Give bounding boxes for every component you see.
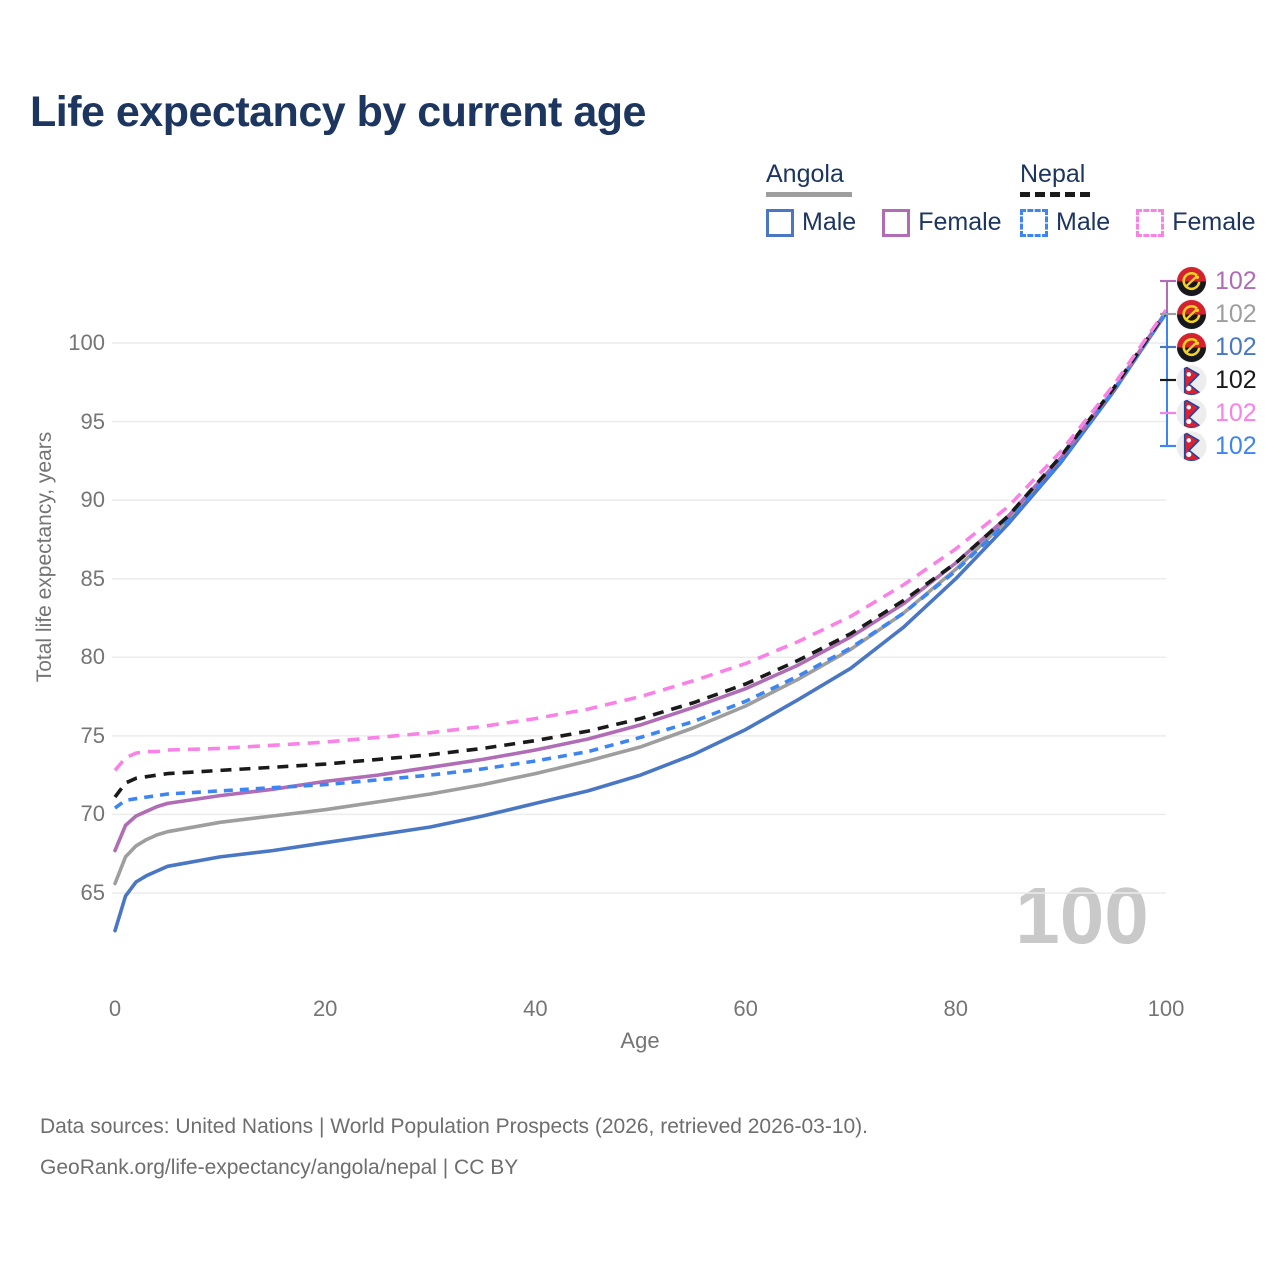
end-value: 102 (1215, 431, 1257, 460)
plot-area[interactable] (112, 296, 1166, 940)
y-tick-label-65: 65 (80, 880, 105, 905)
legend-item-label: Female (1172, 208, 1256, 236)
angola-flag-icon (1176, 331, 1207, 363)
y-tick-label-95: 95 (80, 408, 105, 434)
attribution-text: GeoRank.org/life-expectancy/angola/nepal… (40, 1156, 519, 1179)
x-tick-label-20: 20 (312, 996, 338, 1021)
end-label-angola-female: 102 (1176, 265, 1257, 297)
end-label-nepal-male: 102 (1176, 430, 1257, 462)
hover-age-watermark: 100 (1015, 870, 1148, 962)
series-line-nepal-female (113, 308, 1168, 772)
end-label-angola-both-sexes: 102 (1176, 298, 1257, 330)
end-label-nepal-both-sexes: 102 (1176, 364, 1257, 396)
nepal-flag-icon (1176, 430, 1207, 462)
y-tick-label-70: 70 (80, 801, 105, 827)
end-value: 102 (1215, 266, 1257, 295)
angola-flag-icon (1176, 298, 1207, 330)
legend-item-label: Female (918, 208, 1002, 236)
y-tick-label-85: 85 (80, 565, 105, 591)
footer: Data sources: United Nations | World Pop… (40, 1106, 868, 1188)
nepal-flag-icon (1176, 364, 1207, 396)
end-value: 102 (1215, 332, 1257, 361)
angola-male-swatch-icon (766, 208, 794, 237)
page-title: Life expectancy by current age (30, 88, 646, 136)
end-value: 102 (1215, 299, 1257, 328)
legend-item-nepal-male[interactable]: Male (1020, 208, 1110, 237)
legend-group-nepal-label: Nepal (1020, 160, 1086, 188)
angola-flag-icon (1176, 265, 1207, 297)
legend-item-label: Male (1056, 208, 1111, 236)
angola-solid-line-swatch (766, 192, 852, 197)
series-line-angola-male (113, 311, 1168, 933)
nepal-male-swatch-icon (1020, 208, 1048, 237)
nepal-flag-icon (1176, 397, 1207, 429)
x-tick-label-0: 0 (108, 996, 122, 1021)
series-line-angola-both-sexes (113, 311, 1168, 886)
series-line-angola-female (113, 309, 1168, 853)
y-tick-label-75: 75 (80, 722, 105, 748)
end-value: 102 (1215, 365, 1257, 394)
legend-group-nepal: Nepal Male Female (1020, 160, 1256, 237)
x-tick-label-80: 80 (943, 996, 969, 1021)
x-tick-label-60: 60 (733, 996, 758, 1021)
legend-group-angola-label: Angola (766, 160, 844, 188)
end-label-angola-male: 102 (1176, 331, 1257, 363)
y-tick-label-80: 80 (80, 644, 105, 670)
y-tick-label-90: 90 (80, 487, 105, 513)
legend-item-angola-male[interactable]: Male (766, 208, 856, 237)
legend-item-label: Male (802, 208, 857, 236)
legend-item-angola-female[interactable]: Female (882, 208, 1002, 237)
legend-group-angola: Angola Male Female (766, 160, 1002, 237)
nepal-dashed-line-swatch (1020, 192, 1090, 197)
data-sources-text: Data sources: United Nations | World Pop… (40, 1115, 869, 1138)
end-label-nepal-female: 102 (1176, 397, 1257, 429)
nepal-female-swatch-icon (1136, 208, 1165, 237)
end-value: 102 (1215, 398, 1257, 427)
x-tick-label-40: 40 (523, 996, 548, 1021)
angola-female-swatch-icon (882, 208, 911, 237)
x-tick-label-100: 100 (1147, 996, 1185, 1021)
y-tick-label-100: 100 (68, 330, 105, 355)
legend-item-nepal-female[interactable]: Female (1136, 208, 1256, 237)
x-axis-title: Age (620, 1028, 660, 1053)
